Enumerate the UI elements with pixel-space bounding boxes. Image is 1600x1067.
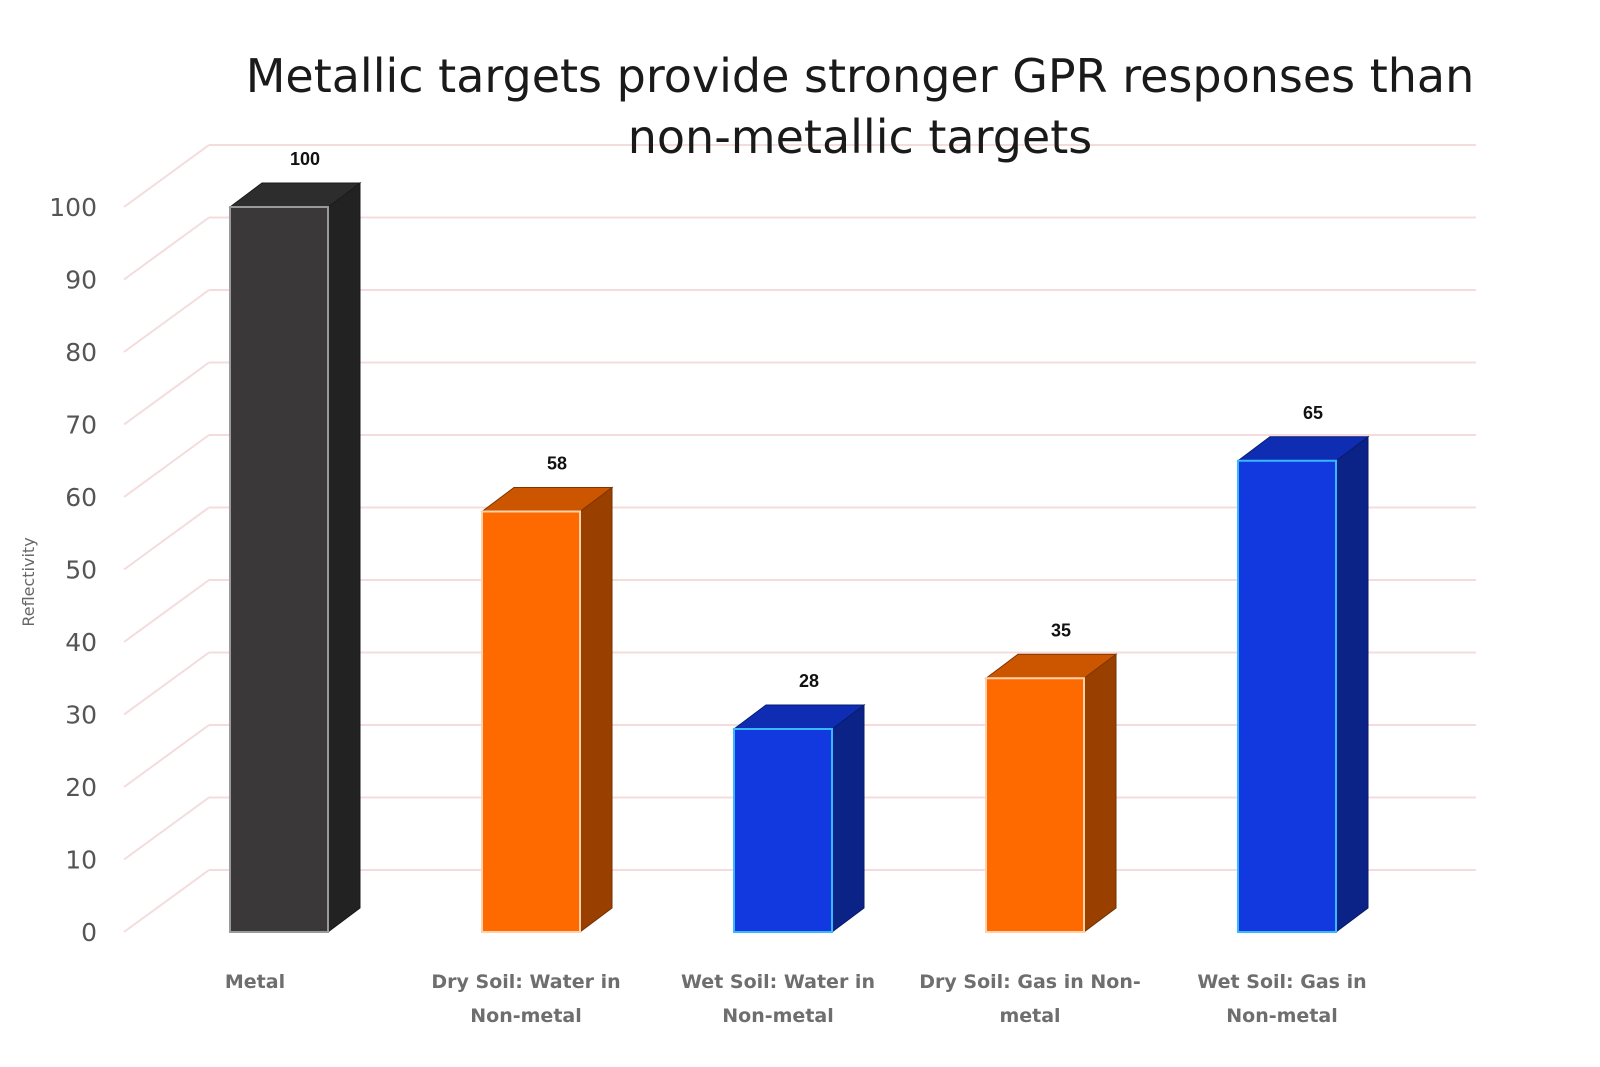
y-axis-ticks: 0 10 20 30 40 50 60 70 80 90 100	[49, 193, 97, 947]
y-tick-label: 90	[65, 266, 97, 295]
gridline-slant	[123, 869, 210, 933]
x-category-label: Metal	[225, 971, 285, 993]
y-tick-label: 100	[49, 193, 97, 222]
x-category-label: Wet Soil: Water in	[681, 971, 875, 993]
bar-side	[1335, 435, 1369, 933]
x-category-label: metal	[999, 1005, 1060, 1027]
y-tick-label: 0	[81, 918, 97, 947]
bars	[228, 182, 1370, 933]
bar-side	[579, 486, 613, 933]
data-label: 35	[1051, 620, 1071, 640]
bar-front	[985, 677, 1085, 933]
y-tick-label: 40	[65, 628, 97, 657]
gridline-slant	[123, 144, 210, 208]
y-tick-label: 70	[65, 411, 97, 440]
x-category-label: Non-metal	[1226, 1005, 1337, 1027]
x-category-label: Wet Soil: Gas in	[1197, 971, 1366, 993]
y-tick-label: 50	[65, 556, 97, 585]
gridline-slant	[123, 796, 210, 861]
x-category-label: Non-metal	[722, 1005, 833, 1027]
data-label: 100	[290, 149, 320, 169]
gridline-slant	[123, 361, 210, 426]
data-label: 65	[1303, 403, 1323, 423]
bar	[480, 486, 614, 933]
gridline-slant	[123, 216, 210, 281]
gridline-slant	[123, 724, 210, 788]
bar-front	[481, 510, 581, 933]
gridline-slant	[123, 651, 210, 716]
y-tick-label: 20	[65, 773, 97, 802]
bar	[228, 182, 362, 933]
x-category-label: Dry Soil: Water in	[431, 971, 620, 993]
chart-title-line-2: non-metallic targets	[628, 110, 1092, 164]
chart-title-line-1: Metallic targets provide stronger GPR re…	[246, 49, 1475, 103]
data-label: 58	[547, 454, 567, 474]
bar-side	[1083, 653, 1117, 933]
bar-front	[733, 728, 833, 933]
y-tick-label: 60	[65, 483, 97, 512]
y-axis-label: Reflectivity	[19, 537, 38, 626]
data-label: 28	[799, 671, 819, 691]
gridline-slant	[123, 506, 210, 571]
bar-side	[831, 704, 865, 933]
bar-front	[1237, 459, 1337, 933]
gridline-slant	[123, 289, 210, 353]
x-category-label: Non-metal	[470, 1005, 581, 1027]
y-tick-label: 30	[65, 701, 97, 730]
x-axis-categories: Metal Dry Soil: Water in Non-metal Wet Soil…	[225, 971, 1367, 1027]
gridline-slant	[123, 434, 210, 498]
bar-side	[327, 182, 361, 933]
gridline-slant	[123, 579, 210, 643]
data-labels: 100 58 28 35 65	[290, 149, 1323, 691]
x-category-label: Dry Soil: Gas in Non-	[919, 971, 1140, 993]
y-tick-label: 80	[65, 338, 97, 367]
bar	[732, 704, 866, 933]
bar	[984, 653, 1118, 933]
bar-front	[229, 206, 329, 933]
y-tick-label: 10	[65, 846, 97, 875]
bar	[1236, 435, 1370, 933]
